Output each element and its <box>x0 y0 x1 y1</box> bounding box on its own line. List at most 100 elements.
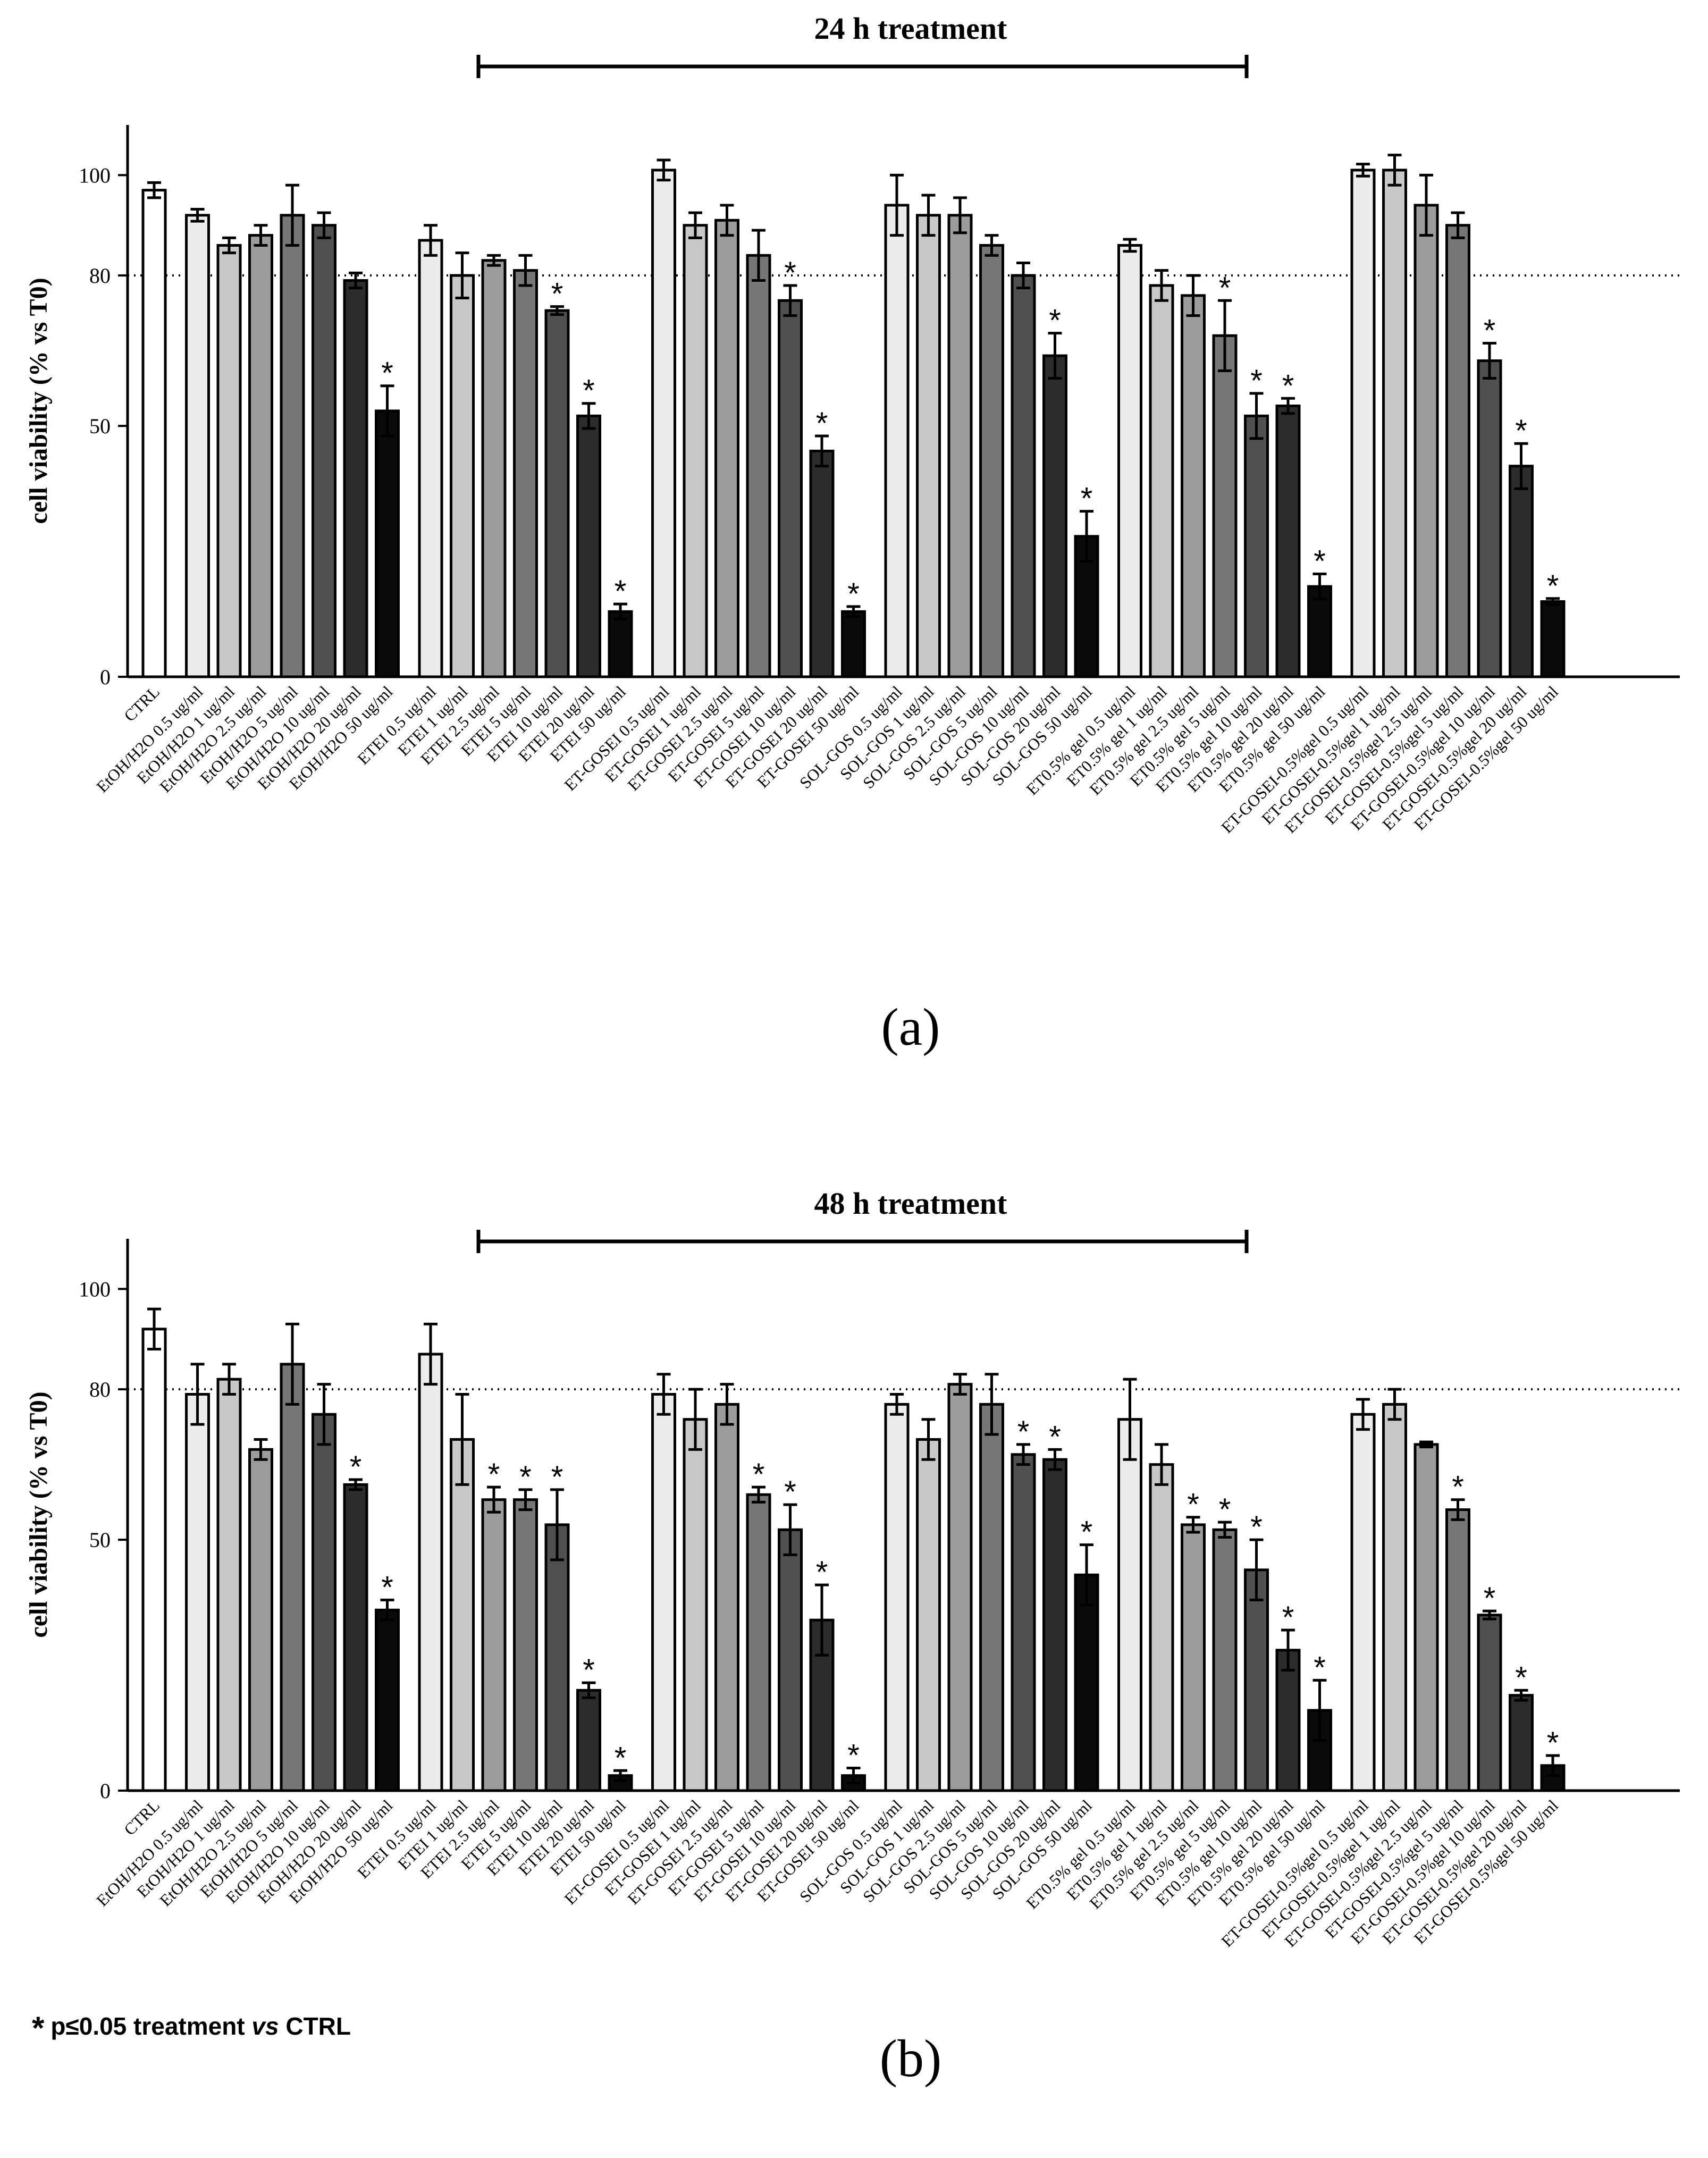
bar <box>280 1363 305 1792</box>
bar <box>746 1493 771 1792</box>
bar <box>1413 204 1439 678</box>
significance-star: * <box>1081 1515 1093 1550</box>
bar <box>481 259 507 678</box>
significance-star: * <box>1452 1470 1464 1505</box>
bar <box>651 1393 676 1792</box>
bar <box>1149 1463 1174 1792</box>
bar <box>1042 354 1067 678</box>
bar <box>841 610 866 678</box>
y-axis-label: cell viability (% vs T0) <box>24 1391 53 1638</box>
bar <box>683 1418 708 1792</box>
significance-star: * <box>1282 1600 1294 1635</box>
significance-star: * <box>784 1475 796 1509</box>
bar <box>778 299 803 678</box>
bar <box>343 279 368 678</box>
significance-star: * <box>381 1570 393 1605</box>
significance-star: * <box>1314 544 1326 579</box>
significance-star: * <box>1484 313 1496 348</box>
significance-star: * <box>1515 414 1527 448</box>
bar <box>248 234 273 678</box>
significance-footnote: * p≤0.05 treatment vs CTRL <box>32 2010 351 2046</box>
significance-star: * <box>615 574 627 609</box>
significance-star: * <box>1515 1660 1527 1695</box>
bar <box>418 239 443 678</box>
bar <box>544 309 570 678</box>
significance-star: * <box>350 1450 362 1484</box>
bar <box>1540 600 1566 678</box>
bar <box>1149 284 1174 678</box>
bar <box>778 1528 803 1792</box>
bar <box>1011 274 1036 678</box>
significance-star: * <box>519 1460 532 1494</box>
bar <box>450 274 475 678</box>
bar <box>1350 1413 1376 1792</box>
significance-star: * <box>1547 1726 1559 1760</box>
bar <box>1117 1418 1142 1792</box>
significance-star: * <box>1314 1650 1326 1685</box>
bar <box>312 1413 336 1792</box>
bar <box>683 224 708 678</box>
bar <box>1509 465 1534 678</box>
significance-star: * <box>381 356 393 391</box>
significance-star: * <box>1017 1415 1030 1449</box>
significance-star: * <box>551 277 563 312</box>
y-tick-label: 50 <box>89 414 111 438</box>
significance-star: * <box>615 1741 627 1775</box>
bar <box>1413 1443 1439 1792</box>
y-tick-label: 100 <box>79 163 111 187</box>
bar <box>947 214 973 678</box>
panel-b: 48 h treatment 0 50 80 100 cell viability (% … <box>24 1186 1680 2088</box>
y-tick-label: 0 <box>100 665 111 689</box>
bar <box>916 1438 941 1792</box>
bar <box>343 1483 368 1792</box>
footnote-text-b: CTRL <box>279 2012 351 2040</box>
bar <box>1181 1523 1206 1792</box>
significance-star: * <box>1187 1488 1199 1522</box>
bar <box>884 204 910 678</box>
bar <box>1181 294 1206 678</box>
significance-star: * <box>847 577 860 611</box>
bar <box>141 189 167 678</box>
bar <box>1244 1568 1269 1792</box>
significance-star: * <box>551 1460 563 1494</box>
bar <box>979 243 1004 678</box>
bar <box>746 254 771 678</box>
bar <box>450 1438 475 1792</box>
bar <box>1275 404 1301 678</box>
chart-title: 24 h treatment <box>814 11 1008 46</box>
bar <box>947 1383 973 1792</box>
bar <box>141 1328 167 1792</box>
significance-star: * <box>1250 1510 1263 1544</box>
bar <box>418 1353 443 1792</box>
significance-star: * <box>753 1457 765 1492</box>
significance-star: * <box>1081 482 1093 516</box>
significance-star: * <box>1282 368 1294 403</box>
panel-label: (b) <box>880 2029 942 2088</box>
bar <box>1445 1508 1470 1792</box>
bar <box>1042 1458 1067 1792</box>
significance-star: * <box>1484 1581 1496 1616</box>
significance-star: * <box>1547 569 1559 603</box>
bar <box>1212 1528 1238 1792</box>
y-tick-label: 80 <box>89 264 111 288</box>
bar <box>714 219 739 678</box>
bar <box>1382 1403 1407 1792</box>
bar <box>312 224 336 678</box>
y-tick-label: 100 <box>79 1277 111 1301</box>
significance-star: * <box>1250 364 1263 398</box>
y-tick-label: 50 <box>89 1528 111 1552</box>
bar <box>1477 1614 1502 1792</box>
footnote-text-a: p≤0.05 treatment <box>51 2012 252 2040</box>
bar <box>1350 169 1376 678</box>
bar <box>185 214 210 678</box>
bar <box>1212 334 1238 678</box>
chart-title: 48 h treatment <box>814 1186 1008 1221</box>
bar <box>544 1523 570 1792</box>
bar <box>481 1498 507 1792</box>
bar <box>216 1378 242 1792</box>
bar <box>1382 169 1407 678</box>
significance-star: * <box>1049 1420 1061 1454</box>
bar <box>576 1689 601 1792</box>
bar <box>809 449 835 678</box>
